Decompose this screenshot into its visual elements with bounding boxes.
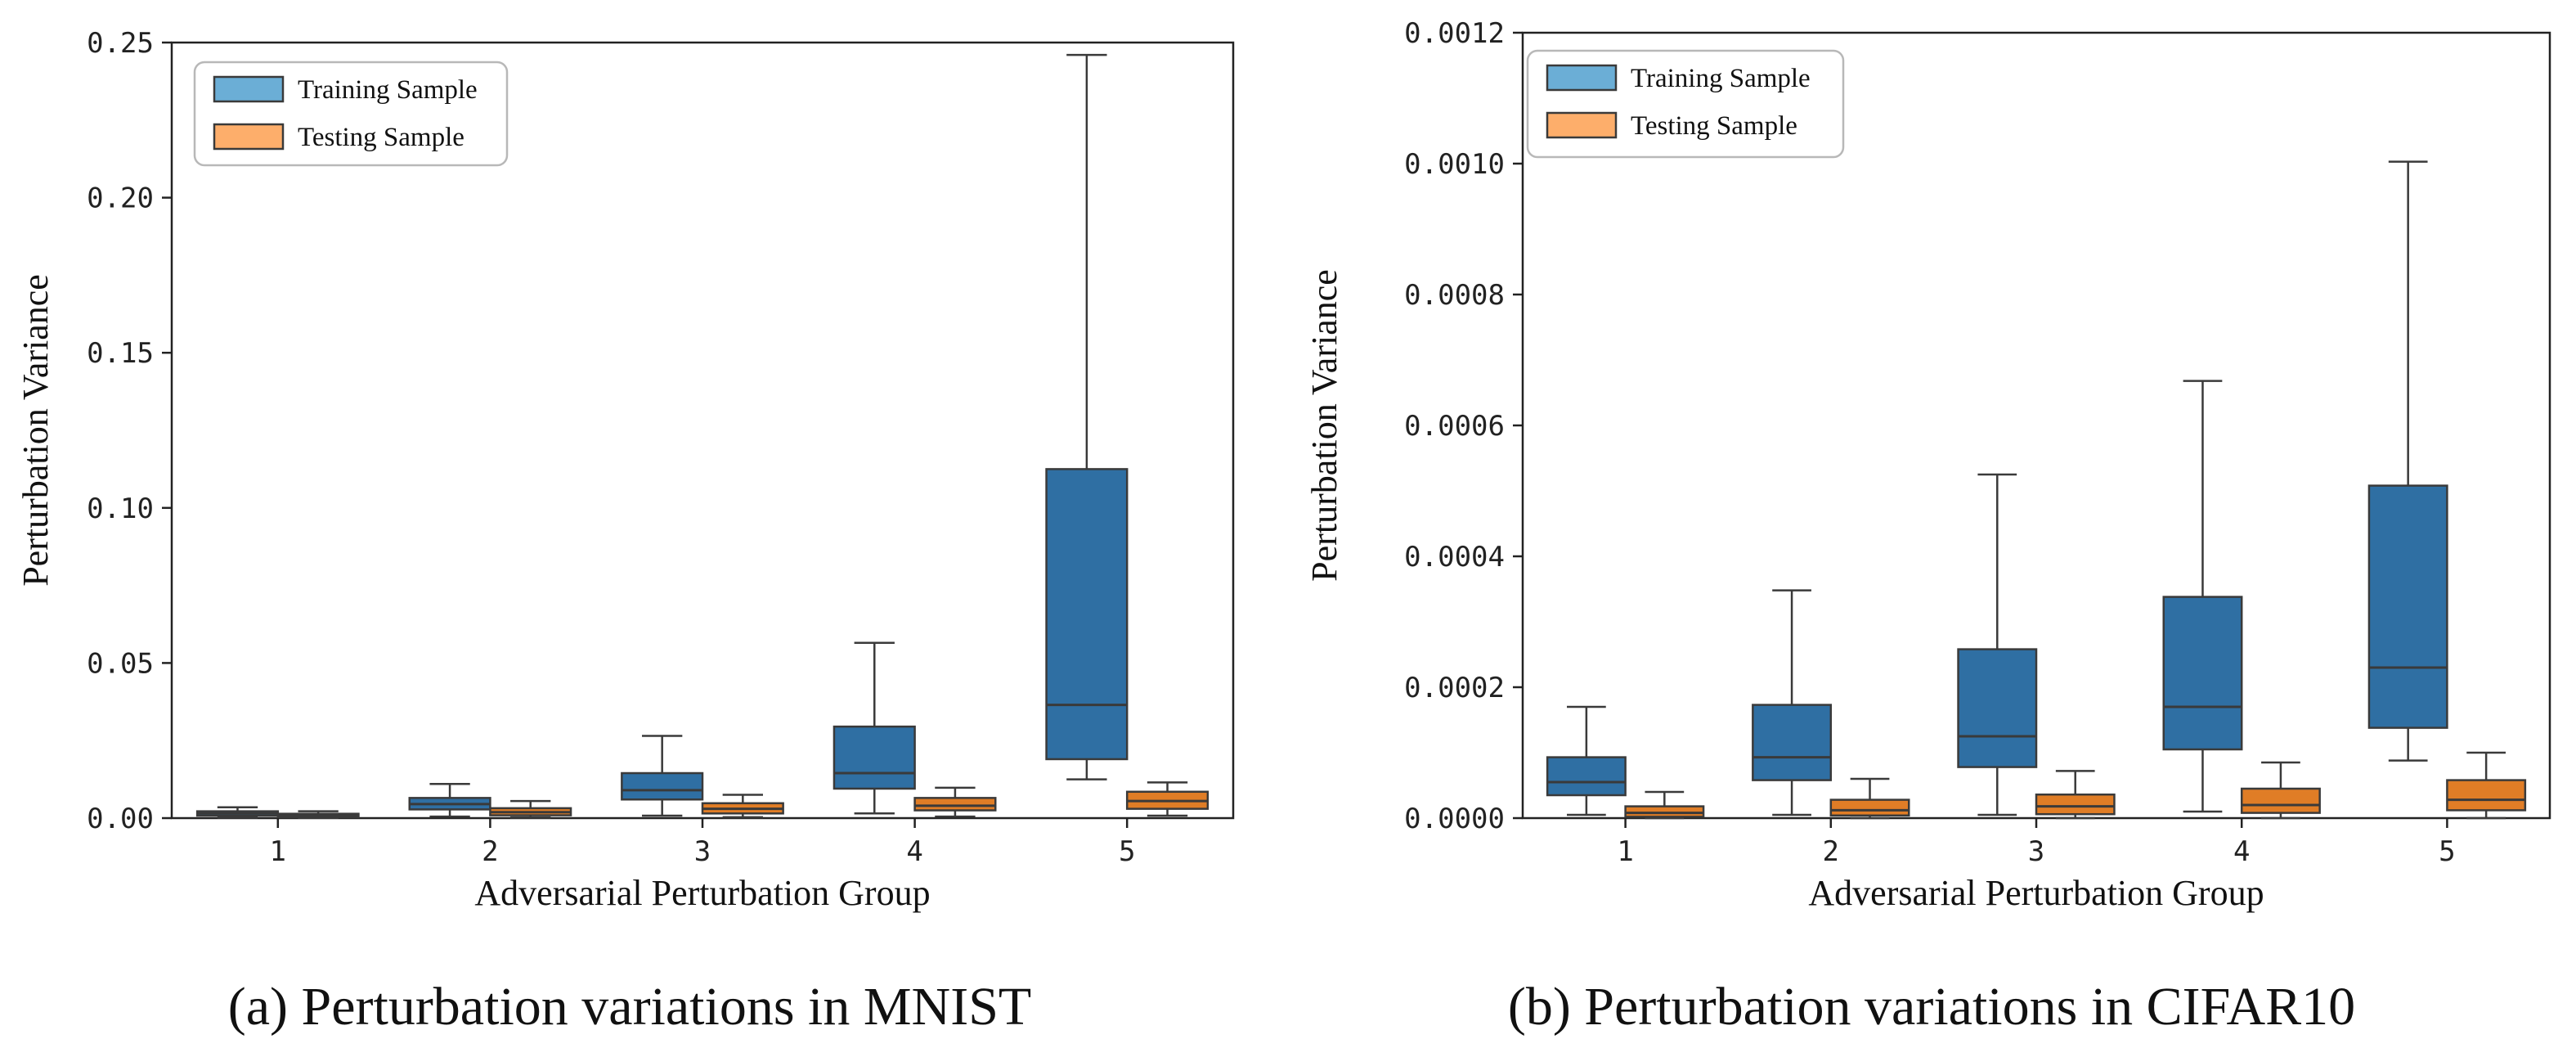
- testing-box-group-1: [276, 810, 360, 819]
- testing-box-group-5: [2446, 751, 2527, 820]
- x-tick-label: 3: [694, 835, 711, 868]
- training-legend-swatch: [213, 75, 285, 103]
- caption-paren-close: ): [1553, 977, 1584, 1037]
- caption-text: Perturbation variations in MNIST: [302, 977, 1032, 1037]
- training-box-group-3: [621, 735, 704, 817]
- y-tick-label: 0.0008: [1404, 279, 1505, 312]
- y-tick-label: 0.0002: [1404, 672, 1505, 704]
- caption-paren-open: (: [1508, 977, 1526, 1037]
- caption-b: (b) Perturbation variations in CIFAR10: [1508, 977, 2355, 1037]
- training-box-group-1: [1546, 705, 1627, 816]
- training-box: [1957, 648, 2038, 768]
- training-box: [1045, 468, 1129, 761]
- testing-box: [913, 797, 997, 812]
- y-tick-label: 0.00: [87, 803, 154, 835]
- legend-label: Training Sample: [298, 75, 478, 105]
- y-axis-label: Perturbation Variance: [1304, 269, 1344, 582]
- legend-label: Testing Sample: [298, 123, 464, 152]
- x-tick-label: 5: [2439, 835, 2455, 868]
- training-box-group-2: [1752, 589, 1833, 816]
- legend-label: Testing Sample: [1631, 111, 1797, 141]
- x-axis-label: Adversarial Perturbation Group: [1808, 873, 2264, 913]
- y-tick-label: 0.20: [87, 182, 154, 215]
- testing-box: [1829, 798, 1910, 817]
- x-tick-label: 1: [270, 835, 286, 868]
- training-box-group-5: [1045, 53, 1129, 780]
- caption-paren-open: (: [228, 977, 246, 1037]
- y-tick-label: 0.10: [87, 493, 154, 525]
- caption-paren-close: ): [270, 977, 301, 1037]
- training-box: [2162, 596, 2243, 751]
- x-tick-label: 1: [1617, 835, 1633, 868]
- legend-label: Training Sample: [1631, 64, 1811, 93]
- training-box: [832, 725, 916, 790]
- y-tick-label: 0.0010: [1404, 148, 1505, 181]
- y-tick-label: 0.0006: [1404, 410, 1505, 443]
- training-box-group-5: [2367, 160, 2448, 762]
- training-box-group-3: [1957, 473, 2038, 816]
- x-tick-label: 2: [1823, 835, 1839, 868]
- training-box: [1752, 704, 1833, 781]
- chart-b: 0.0000 0.0002 0.0004 0.0006 0.0008 0.0010 0.00…: [1304, 17, 2551, 913]
- training-box: [1546, 756, 1627, 797]
- testing-box-group-4: [913, 786, 997, 818]
- legend: Training Sample Testing Sample: [193, 61, 509, 167]
- testing-box-group-4: [2240, 761, 2321, 820]
- y-tick-label: 0.05: [87, 647, 154, 680]
- x-tick-label: 5: [1119, 835, 1135, 868]
- testing-box: [1624, 805, 1705, 818]
- y-tick-label: 0.15: [87, 337, 154, 370]
- caption-letter: b: [1526, 977, 1553, 1037]
- chart-a: 0.00 0.05 0.10 0.15 0.20 0.25 1 2 3 4 5 Adversarial…: [16, 27, 1235, 913]
- testing-box-group-3: [2035, 770, 2116, 820]
- testing-legend-swatch: [213, 123, 285, 151]
- training-box: [621, 771, 704, 801]
- y-tick-label: 0.0012: [1404, 17, 1505, 50]
- testing-box-group-5: [1125, 781, 1209, 817]
- caption-text: Perturbation variations in CIFAR10: [1584, 977, 2355, 1037]
- y-tick-label: 0.25: [87, 27, 154, 60]
- training-box: [2367, 484, 2448, 729]
- y-tick-label: 0.0000: [1404, 803, 1505, 835]
- y-axis-label: Perturbation Variance: [16, 274, 56, 587]
- x-axis-label: Adversarial Perturbation Group: [474, 873, 930, 913]
- training-box-group-4: [2162, 380, 2243, 813]
- testing-box-group-2: [489, 799, 572, 819]
- training-box-group-1: [195, 806, 280, 819]
- x-tick-label: 4: [906, 835, 922, 868]
- testing-box-group-3: [701, 794, 784, 819]
- testing-box: [2035, 793, 2116, 816]
- x-tick-label: 3: [2028, 835, 2044, 868]
- caption-letter: a: [246, 977, 270, 1037]
- x-tick-label: 4: [2233, 835, 2250, 868]
- testing-box-group-2: [1829, 777, 1910, 820]
- training-box-group-2: [408, 783, 491, 818]
- testing-legend-swatch: [1546, 111, 1618, 139]
- legend: Training Sample Testing Sample: [1526, 49, 1845, 159]
- caption-a: (a) Perturbation variations in MNIST: [228, 977, 1031, 1037]
- y-tick-label: 0.0004: [1404, 541, 1505, 573]
- training-legend-swatch: [1546, 64, 1618, 92]
- x-tick-label: 2: [482, 835, 498, 868]
- training-box-group-4: [832, 641, 916, 815]
- testing-box-group-1: [1624, 790, 1705, 820]
- testing-box: [2240, 787, 2321, 814]
- testing-box: [2446, 779, 2527, 812]
